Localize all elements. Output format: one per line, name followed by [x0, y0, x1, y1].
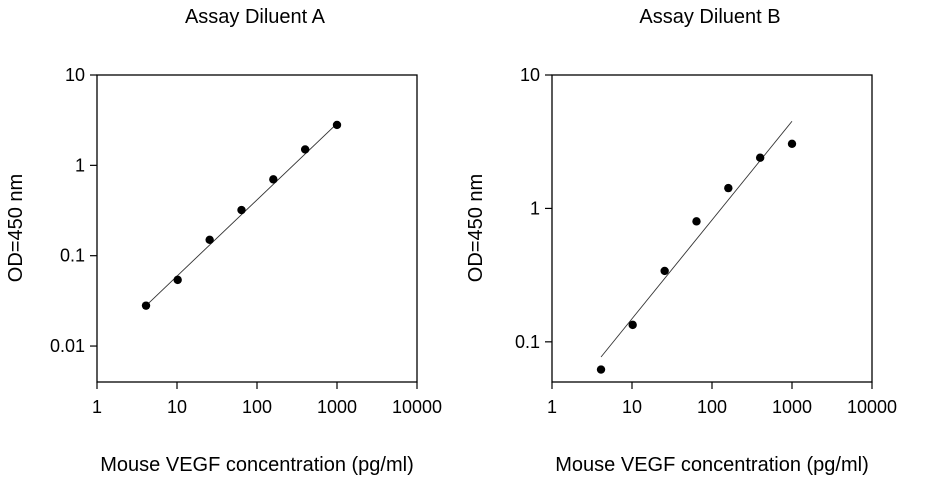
y-tick-label: 0.1 [515, 332, 540, 352]
x-tick-label: 10 [167, 397, 187, 417]
data-point [300, 145, 310, 154]
x-tick-label: 1000 [772, 397, 812, 417]
data-point [724, 183, 733, 193]
data-point [332, 120, 342, 130]
y-tick-label: 10 [65, 65, 85, 85]
chart-panel-b: Assay Diluent B 1 10 100 1000 10000 0.1 1 10 Mous… [465, 6, 897, 476]
y-tick-label: 0.1 [60, 246, 85, 266]
x-tick-label: 10 [622, 397, 642, 417]
y-tick-label: 1 [530, 198, 540, 218]
chart-title: Assay Diluent A [185, 6, 326, 28]
data-point [596, 365, 606, 374]
x-tick-label: 1000 [317, 397, 357, 417]
x-axis-label: Mouse VEGF concentration (pg/ml) [555, 454, 868, 476]
data-point [269, 175, 278, 184]
x-tick-label: 1 [547, 397, 557, 417]
data-point [628, 320, 637, 330]
y-tick-label: 10 [520, 65, 540, 85]
x-tick-label: 100 [697, 397, 727, 417]
x-tick-label: 10000 [392, 397, 442, 417]
plot-frame [96, 74, 418, 383]
x-tick-label: 100 [242, 397, 272, 417]
data-point [141, 301, 151, 310]
chart-title: Assay Diluent B [639, 6, 780, 28]
chart-panel-a: Assay Diluent A 1 10 100 1000 10000 0.01 0.1 1 10… [5, 6, 442, 476]
data-point [787, 139, 797, 149]
fit-line [145, 123, 338, 306]
data-point [237, 205, 246, 215]
x-tick-label: 10000 [847, 397, 897, 417]
x-axis-label: Mouse VEGF concentration (pg/ml) [100, 454, 413, 476]
y-axis-label: OD=450 nm [5, 174, 27, 282]
data-point [660, 266, 669, 276]
data-point [755, 153, 765, 162]
x-tick-label: 1 [92, 397, 102, 417]
data-point [173, 275, 182, 285]
y-axis-label: OD=450 nm [465, 174, 487, 282]
y-tick-label: 0.01 [50, 336, 85, 356]
plot-frame [551, 74, 873, 383]
data-point [205, 235, 214, 244]
data-point [692, 217, 701, 226]
y-tick-label: 1 [75, 155, 85, 175]
